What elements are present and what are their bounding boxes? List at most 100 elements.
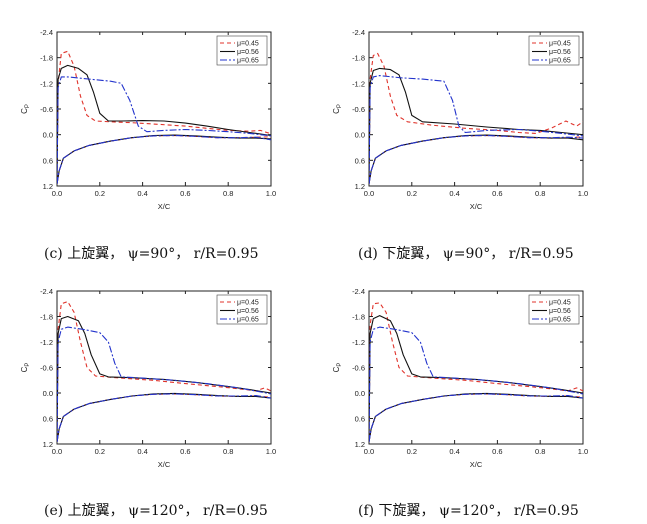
legend-label: μ=0.65	[237, 317, 259, 324]
y-axis-label: CP	[20, 104, 31, 114]
y-tick-label: 0.6	[355, 156, 365, 165]
x-tick-label: 0.2	[95, 447, 105, 456]
y-tick-label: -1.2	[40, 79, 53, 88]
x-tick-label: 0.0	[52, 189, 62, 198]
series-line-3-lower-surface	[57, 393, 271, 442]
x-tick-label: 0.8	[535, 189, 545, 198]
x-tick-label: 0.8	[535, 447, 545, 456]
series-line-1-upper-surface	[369, 302, 583, 442]
y-tick-label: 1.2	[355, 182, 365, 191]
y-tick-label: 0.0	[43, 131, 53, 140]
x-tick-label: 0.4	[449, 447, 459, 456]
x-tick-label: 0.6	[180, 189, 190, 198]
y-tick-label: 0.0	[43, 389, 53, 398]
y-tick-label: 1.2	[43, 182, 53, 191]
y-tick-label: -2.4	[40, 28, 53, 37]
y-tick-label: -0.6	[352, 105, 365, 114]
series-line-1-lower-surface	[57, 393, 271, 442]
legend-label: μ=0.45	[549, 300, 571, 307]
y-axis-label: CP	[332, 363, 343, 373]
series-line-2-upper-surface	[57, 64, 271, 184]
x-tick-label: 0.0	[364, 189, 374, 198]
series-line-1-upper-surface	[57, 50, 271, 184]
legend-label: μ=0.65	[549, 317, 571, 324]
x-axis-label: X/C	[158, 202, 171, 211]
y-axis-label: CP	[20, 363, 31, 373]
series-line-3-lower-surface	[369, 393, 583, 442]
y-tick-label: -1.2	[352, 79, 365, 88]
legend-label: μ=0.65	[237, 58, 259, 65]
x-axis-label: X/C	[470, 202, 483, 211]
series-line-2-lower-surface	[57, 134, 271, 184]
series-line-1-lower-surface	[369, 393, 583, 442]
legend-label: μ=0.45	[237, 300, 259, 307]
x-tick-label: 0.4	[137, 447, 147, 456]
x-tick-label: 0.2	[407, 447, 417, 456]
y-tick-label: -1.2	[352, 338, 365, 347]
y-tick-label: 1.2	[355, 440, 365, 449]
series-line-2-lower-surface	[57, 392, 271, 442]
y-tick-label: -1.8	[352, 54, 365, 63]
y-tick-label: -1.2	[40, 338, 53, 347]
y-axis-label-subscript: P	[337, 104, 343, 108]
x-tick-label: 0.6	[492, 447, 502, 456]
caption-d: (d) 下旋翼， ψ=90°， r/R=0.95	[358, 246, 574, 262]
x-tick-label: 0.4	[137, 189, 147, 198]
legend-box	[528, 35, 580, 66]
caption-c: (c) 上旋翼， ψ=90°， r/R=0.95	[44, 246, 259, 262]
y-tick-label: 0.6	[355, 415, 365, 424]
y-tick-label: 0.6	[43, 156, 53, 165]
series-line-3-upper-surface	[57, 76, 271, 184]
chart-panel-c: -2.4-1.8-1.2-0.60.00.61.20.0 0.2 0.4 0.6 0.8…	[20, 28, 276, 211]
series-line-2-upper-surface	[57, 315, 271, 442]
y-tick-label: -0.6	[352, 364, 365, 373]
x-tick-label: 0.0	[364, 447, 374, 456]
y-tick-label: -1.8	[40, 54, 53, 63]
caption-f: (f) 下旋翼， ψ=120°， r/R=0.95	[358, 503, 579, 519]
series-line-3-upper-surface	[57, 326, 271, 442]
x-axis-label: X/C	[158, 460, 171, 469]
x-tick-label: 0.8	[223, 447, 233, 456]
y-tick-label: 0.6	[43, 415, 53, 424]
series-line-3-upper-surface	[369, 326, 583, 442]
legend-label: μ=0.56	[549, 308, 571, 315]
legend-label: μ=0.56	[237, 49, 259, 56]
x-tick-label: 1.0	[266, 447, 276, 456]
y-axis-label-subscript: P	[25, 104, 31, 108]
legend-label: μ=0.56	[549, 49, 571, 56]
legend-label: μ=0.56	[237, 308, 259, 315]
y-axis-label-subscript: P	[25, 363, 31, 367]
y-tick-label: -2.4	[352, 28, 365, 37]
x-tick-label: 0.0	[52, 447, 62, 456]
x-tick-label: 0.4	[449, 189, 459, 198]
legend-label: μ=0.65	[549, 58, 571, 65]
series-line-2-upper-surface	[369, 67, 583, 184]
chart-panel-f: -2.4-1.8-1.2-0.60.00.61.20.0 0.2 0.4 0.6 0.8…	[332, 287, 588, 469]
x-tick-label: 1.0	[266, 189, 276, 198]
y-tick-label: -1.8	[352, 313, 365, 322]
chart-panel-e: -2.4-1.8-1.2-0.60.00.61.20.0 0.2 0.4 0.6 0.8…	[20, 287, 276, 469]
legend-label: μ=0.45	[237, 41, 259, 48]
series-line-1-lower-surface	[369, 134, 583, 184]
x-tick-label: 1.0	[578, 447, 588, 456]
y-tick-label: -0.6	[40, 105, 53, 114]
x-tick-label: 0.6	[492, 189, 502, 198]
y-tick-label: 1.2	[43, 440, 53, 449]
legend-box	[216, 294, 268, 325]
y-axis-label: CP	[332, 104, 343, 114]
x-tick-label: 0.8	[223, 189, 233, 198]
series-line-1-lower-surface	[57, 134, 271, 184]
x-tick-label: 0.2	[407, 189, 417, 198]
y-tick-label: 0.0	[355, 131, 365, 140]
y-axis-label-subscript: P	[337, 363, 343, 367]
series-line-3-lower-surface	[57, 134, 271, 184]
y-tick-label: -2.4	[40, 287, 53, 296]
chart-panel-d: -2.4-1.8-1.2-0.60.00.61.20.0 0.2 0.4 0.6 0.8…	[332, 28, 588, 211]
x-tick-label: 0.2	[95, 189, 105, 198]
series-line-3-upper-surface	[369, 75, 583, 184]
x-tick-label: 1.0	[578, 189, 588, 198]
y-tick-label: -2.4	[352, 287, 365, 296]
x-axis-label: X/C	[470, 460, 483, 469]
series-line-3-lower-surface	[369, 134, 583, 184]
